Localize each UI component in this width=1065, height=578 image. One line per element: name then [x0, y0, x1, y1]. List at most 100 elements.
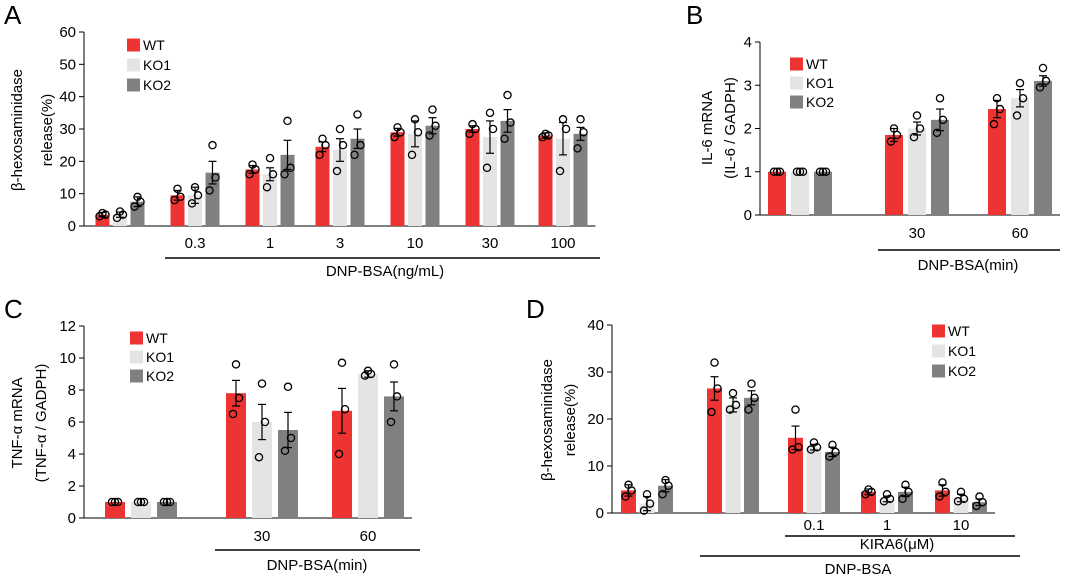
data-point-A [332, 166, 342, 176]
panel-C-y-tick-label: 6 [68, 414, 76, 431]
data-point-C [392, 392, 402, 401]
data-point-D [750, 393, 759, 403]
panel-D-letter: D [526, 294, 545, 324]
data-point-A [193, 191, 203, 200]
legend-label-ko2: KO2 [143, 77, 171, 93]
panel-A-category-label: 3 [336, 235, 344, 252]
data-point-C [228, 409, 238, 419]
bar-A-ko2 [350, 138, 365, 226]
data-point-D [710, 358, 719, 367]
data-point-C [139, 497, 149, 507]
data-point-A [503, 90, 512, 100]
data-point-D [707, 407, 716, 417]
data-point-B [1015, 78, 1025, 88]
bar-A-ko1 [408, 133, 422, 226]
data-point-B [1018, 93, 1028, 103]
data-point-C [133, 497, 143, 507]
data-point-A [315, 150, 324, 160]
bar-A-ko1 [483, 137, 497, 226]
legend-swatch-wt [127, 38, 140, 52]
legend-label-ko1: KO1 [806, 75, 834, 91]
data-point-A [350, 150, 359, 160]
bar-C-ko2 [384, 396, 404, 518]
data-point-A [335, 124, 345, 134]
data-point-D [941, 487, 950, 497]
data-point-C [283, 382, 293, 392]
panel-C-y-tick-label: 0 [68, 510, 76, 527]
panel-D-y-tick-label: 20 [587, 411, 604, 428]
panel-A-category-label: 1 [266, 235, 274, 252]
panel-A-y-tick-label: 50 [59, 56, 76, 73]
bar-B-ko2 [814, 171, 832, 215]
data-point-D [975, 492, 984, 501]
legend-label-wt: WT [948, 323, 970, 339]
bar-A-ko1 [556, 138, 570, 226]
data-point-A [353, 110, 362, 119]
panel-A-y-label: release(%) [39, 94, 56, 167]
data-point-C [107, 497, 117, 507]
legend-swatch-ko1 [127, 58, 140, 72]
data-point-B [798, 167, 808, 176]
data-point-C [280, 446, 290, 456]
data-point-C [286, 433, 296, 443]
panel-D-sublabel: KIRA6(μM) [860, 536, 934, 553]
bar-A-ko2 [205, 172, 220, 226]
data-point-D [809, 438, 819, 447]
bar-C-ko1 [358, 374, 378, 518]
data-point-A [428, 105, 437, 114]
data-point-C [231, 360, 241, 369]
data-point-D [747, 379, 756, 388]
data-point-A [468, 119, 477, 129]
data-point-C [162, 497, 172, 507]
panel-B-y-tick-label: 1 [744, 164, 752, 181]
legend-swatch-wt [790, 57, 803, 71]
data-point-A [283, 116, 292, 126]
data-point-D [794, 442, 803, 452]
bar-B-wt [885, 134, 903, 215]
panel-B-category-label: 30 [909, 225, 926, 242]
panel-A-category-label: 100 [550, 235, 575, 252]
data-point-C [334, 449, 344, 459]
panel-D-y-tick-label: 30 [587, 364, 604, 381]
data-point-C [234, 393, 244, 403]
panel-A-y-tick-label: 10 [59, 186, 76, 203]
panel-A-x-label: DNP-BSA(ng/mL) [326, 263, 444, 280]
bar-B-wt [988, 109, 1006, 215]
panel-A-letter: A [4, 0, 22, 30]
panel-A-category-label: 0.3 [185, 235, 206, 252]
panel-D-y-label: β-hexosaminidase [539, 359, 556, 481]
bar-C-ko2 [157, 502, 177, 518]
data-point-A [176, 192, 185, 202]
data-point-A [485, 108, 495, 118]
legend-label-ko1: KO1 [146, 349, 174, 365]
bar-D-ko1 [806, 447, 822, 513]
panel-B-y-label: (IL-6 / GADPH) [722, 77, 739, 179]
legend-swatch-ko1 [790, 76, 803, 90]
data-point-D [624, 480, 633, 490]
data-point-A [390, 132, 399, 142]
panel-D-y-label: release(%) [562, 384, 579, 457]
panel-B-y-label: IL-6 mRNA [699, 91, 716, 165]
bar-A-ko2 [280, 154, 295, 226]
data-point-B [815, 167, 825, 176]
data-point-A [506, 118, 515, 127]
data-point-B [769, 167, 779, 176]
data-point-D [642, 489, 652, 499]
panel-C-y-label: (TNF-α / GADPH) [33, 364, 50, 483]
panel-B-y-tick-label: 3 [744, 77, 752, 94]
legend-label-ko1: KO1 [948, 343, 976, 359]
data-point-B [775, 167, 785, 176]
bar-B-ko2 [931, 119, 949, 215]
legend-label-wt: WT [143, 37, 165, 53]
panel-B-y-tick-label: 0 [744, 207, 752, 224]
data-point-D [645, 499, 655, 508]
bar-C-ko1 [252, 422, 272, 518]
bar-A-ko2 [425, 125, 440, 226]
data-point-B [772, 167, 782, 176]
data-point-A [541, 129, 550, 139]
bar-D-ko2 [744, 397, 759, 513]
data-point-B [1035, 83, 1045, 92]
data-point-A [561, 124, 571, 134]
data-point-D [935, 492, 944, 501]
panel-A-y-tick-label: 60 [59, 24, 76, 41]
